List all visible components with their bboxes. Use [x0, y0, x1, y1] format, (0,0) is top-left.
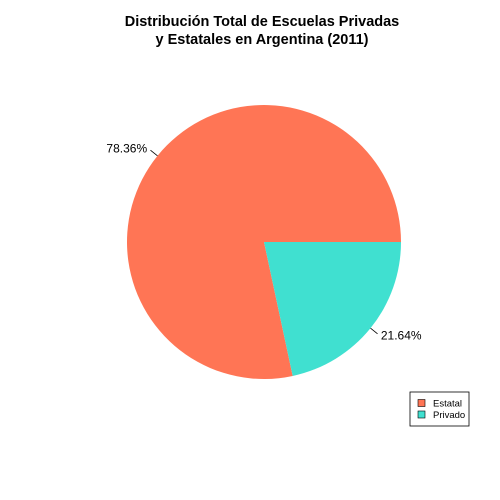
chart-title-line-1: Distribución Total de Escuelas Privadas — [125, 14, 400, 30]
pie-percent-label-privado: 21.64% — [381, 329, 422, 343]
chart-title: Distribución Total de Escuelas Privadas … — [125, 14, 400, 48]
legend: Estatal Privado — [409, 391, 470, 427]
pie-percent-label-estatal: 78.36% — [106, 141, 147, 155]
legend-label-privado: Privado — [433, 410, 465, 421]
pie-slice-estatal — [126, 104, 401, 379]
pie-slices — [126, 104, 401, 379]
legend-swatch-estatal — [417, 399, 426, 407]
pie-slice-privado — [264, 242, 401, 376]
legend-box — [409, 391, 470, 427]
legend-swatch-privado — [417, 410, 426, 419]
legend-label-estatal: Estatal — [433, 399, 462, 410]
pie-percent-labels: 78.36% 21.64% — [106, 141, 421, 342]
pie-label-tick-estatal — [150, 149, 158, 157]
pie-label-tick-privado — [370, 327, 378, 335]
chart-title-line-2: y Estatales en Argentina (2011) — [155, 32, 368, 48]
